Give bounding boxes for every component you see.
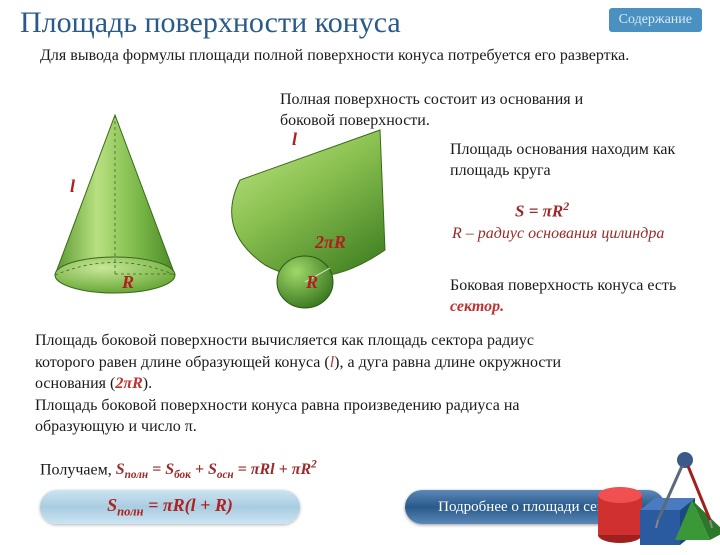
f-sub1: полн xyxy=(125,470,149,482)
ff-s: S xyxy=(107,495,117,515)
svg-text:l: l xyxy=(292,129,297,149)
contents-button[interactable]: Содержание xyxy=(609,8,702,32)
two-pi-r-variable: 2πR xyxy=(115,375,142,392)
svg-text:R: R xyxy=(305,272,318,292)
f-eq1: = S xyxy=(148,461,174,478)
f-eq2: + S xyxy=(191,461,217,478)
sector-calculation-text: Площадь боковой поверхности вычисляется … xyxy=(35,330,585,438)
lateral-surface-text: Боковая поверхность конуса есть сектор. xyxy=(450,276,710,318)
final-formula: Sполн = πR(l + R) xyxy=(107,495,233,520)
ff-rest: = πR(l + R) xyxy=(144,495,233,515)
base-formula-main: S = πR xyxy=(515,202,563,221)
intro-text: Для вывода формулы площади полной поверх… xyxy=(40,46,680,67)
svg-text:2πR: 2πR xyxy=(314,232,346,252)
formula-chain: Sполн = Sбок + Sосн = πRl + πR2 xyxy=(116,461,317,478)
f-sub3: осн xyxy=(217,470,234,482)
sector-diagram: l 2πR R xyxy=(210,120,420,310)
f-sup: 2 xyxy=(311,459,317,471)
decorative-art xyxy=(580,440,720,550)
base-formula: S = πR2 xyxy=(515,199,569,222)
f-s1: S xyxy=(116,461,125,478)
calc-part-2: Площадь боковой поверхности конуса равна… xyxy=(35,397,519,436)
svg-text:l: l xyxy=(70,176,75,196)
final-formula-box: Sполн = πR(l + R) xyxy=(40,490,300,524)
result-line: Получаем, Sполн = Sбок + Sосн = πRl + πR… xyxy=(40,459,317,482)
result-prefix: Получаем, xyxy=(40,461,116,478)
f-sub2: бок xyxy=(174,470,191,482)
sector-word: сектор. xyxy=(450,298,504,315)
page-title: Площадь поверхности конуса xyxy=(20,6,401,40)
base-area-text: Площадь основания находим как площадь кр… xyxy=(450,140,710,182)
base-formula-sup: 2 xyxy=(563,199,569,213)
calc-part-1c: ). xyxy=(143,375,152,392)
svg-text:R: R xyxy=(121,272,134,292)
ff-sub: полн xyxy=(117,504,143,518)
cone-diagram: l R xyxy=(40,110,190,305)
radius-description: R – радиус основания цилиндра xyxy=(452,224,692,243)
f-eq3: = πRl + πR xyxy=(234,461,312,478)
lateral-prefix: Боковая поверхность конуса есть xyxy=(450,277,676,294)
